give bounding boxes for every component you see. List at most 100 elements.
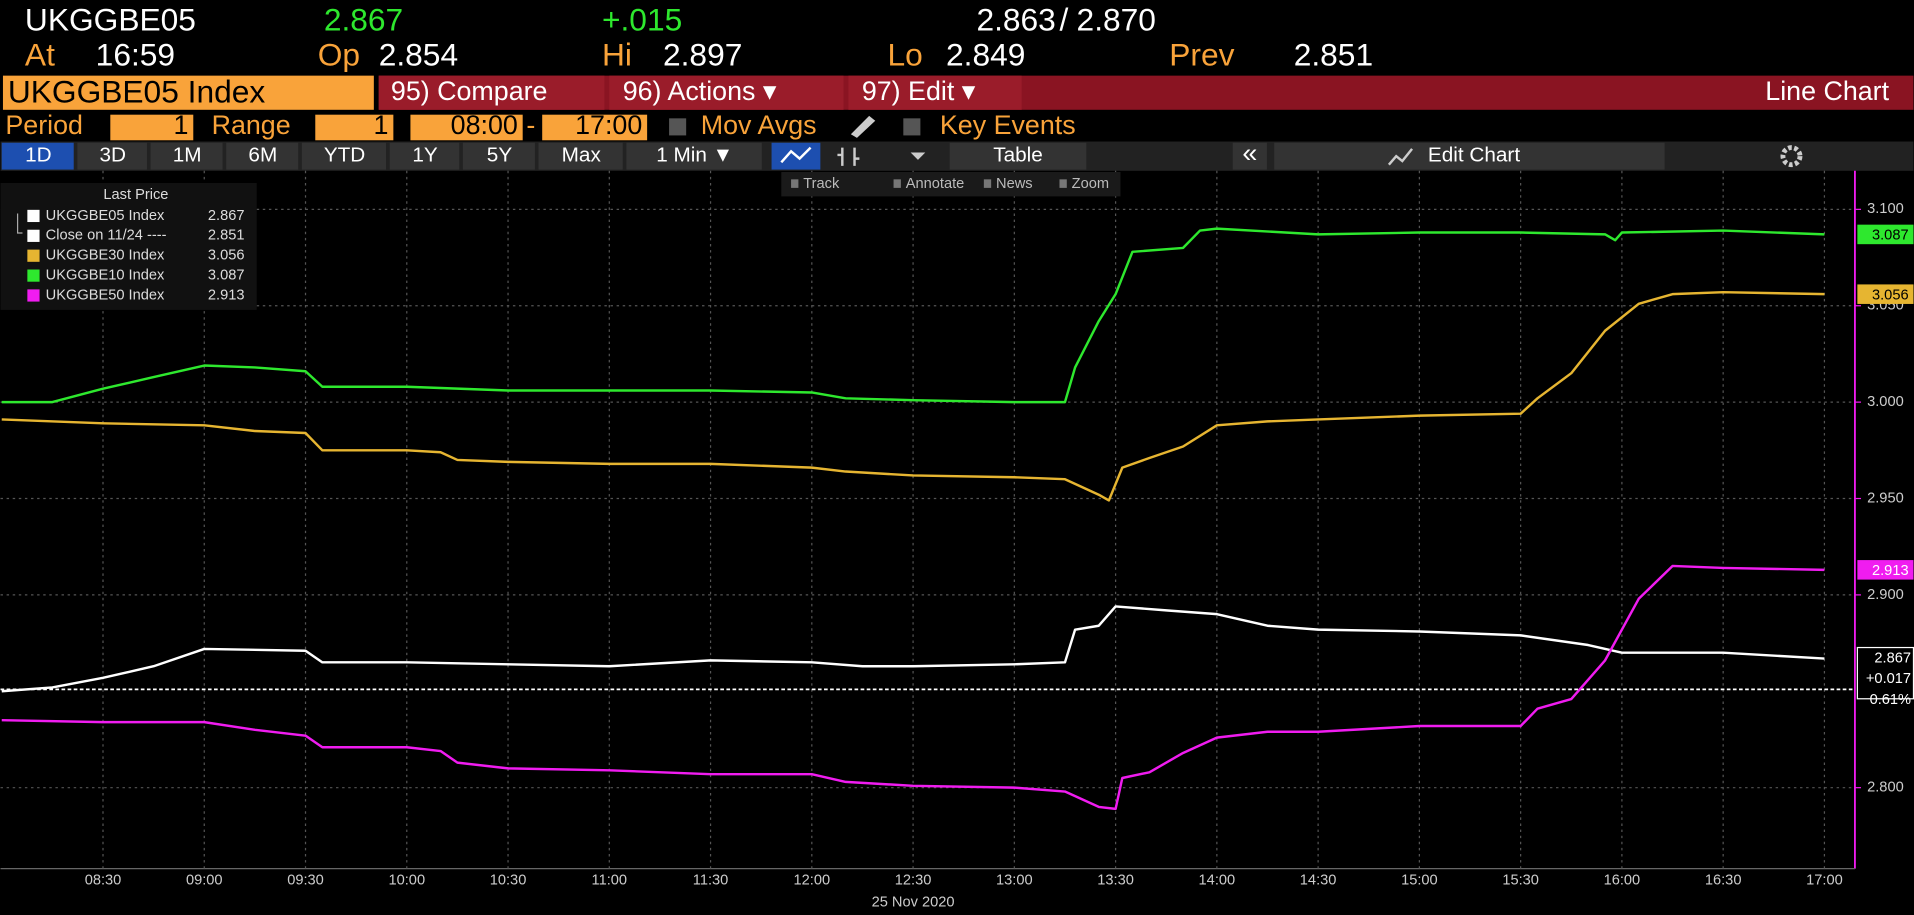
tab[interactable]	[1, 142, 74, 170]
legend-value: 2.851	[208, 228, 245, 244]
tabs: 1D 3D 1M 6M YTD 1Y 5Y Max 1 Min ▼	[1, 142, 762, 170]
legend-label: UKGGBE10 Index	[46, 267, 165, 283]
edit-chart-button[interactable]	[1274, 142, 1665, 170]
line-icon	[780, 146, 812, 164]
ticker: UKGGBE05	[25, 1, 196, 37]
last: 2.867	[324, 1, 403, 37]
chart-tools: Track Annotate News Zoom	[781, 172, 1121, 197]
legend-label: UKGGBE30 Index	[46, 248, 165, 264]
tool-icon[interactable]	[1059, 179, 1067, 188]
series-line	[1, 290, 1825, 502]
tool-icon[interactable]	[791, 179, 799, 188]
y-tick-label: 3.000	[1867, 394, 1904, 410]
compare: 95) Compare	[391, 76, 548, 106]
bid: 2.863	[976, 1, 1055, 37]
x-tick-label: 09:00	[186, 873, 223, 889]
mov-avgs-checkbox[interactable]	[669, 118, 687, 136]
series-line	[1, 564, 1825, 811]
y-tick-label: 2.950	[1867, 490, 1904, 506]
x-tick-label: 17:00	[1806, 873, 1843, 889]
table-button[interactable]	[949, 142, 1087, 170]
tab[interactable]	[301, 142, 387, 170]
last-value-label: 2.867	[1874, 650, 1911, 666]
period-box[interactable]	[110, 114, 194, 141]
legend-value: 2.867	[208, 208, 245, 224]
tab-label: 6M	[248, 144, 277, 167]
tool-label[interactable]: Track	[803, 176, 840, 192]
tab[interactable]	[389, 142, 460, 170]
x-tick-label: 11:30	[693, 873, 729, 889]
slash: /	[1059, 1, 1068, 37]
tab[interactable]	[462, 142, 535, 170]
prev: 2.851	[1294, 37, 1373, 73]
legend-box	[0, 183, 257, 310]
last-value-box	[1857, 560, 1914, 580]
tab[interactable]	[626, 142, 762, 170]
start: 08:00	[451, 110, 518, 140]
actions-button[interactable]	[609, 75, 844, 110]
legend-swatch	[27, 229, 40, 242]
ask: 2.870	[1077, 1, 1156, 37]
tab[interactable]	[538, 142, 623, 170]
edit: 97) Edit ▾	[862, 76, 976, 106]
security: UKGGBE05 Index	[8, 73, 266, 109]
low: 2.849	[946, 37, 1025, 73]
edit-button[interactable]	[848, 75, 1022, 110]
start-box[interactable]	[410, 114, 523, 141]
high: 2.897	[663, 37, 742, 73]
tool-icon[interactable]	[893, 179, 901, 188]
x-tick-label: 16:00	[1604, 873, 1641, 889]
edit-chart-icon	[1387, 148, 1414, 166]
series-line	[1, 605, 1825, 693]
collapse-button[interactable]	[1232, 142, 1267, 170]
dropdown-icon[interactable]	[910, 152, 926, 160]
tool-label[interactable]: Zoom	[1072, 176, 1109, 192]
key-events-checkbox[interactable]	[903, 118, 921, 136]
security-box[interactable]	[2, 75, 374, 110]
period: 1	[173, 110, 188, 140]
edit-chart: Edit Chart	[1428, 144, 1520, 167]
period-label: Period	[5, 110, 83, 140]
range: 1	[374, 110, 389, 140]
legend-swatch	[27, 289, 40, 302]
x-tick-label: 12:00	[794, 873, 831, 889]
tool-label[interactable]: Annotate	[906, 176, 965, 192]
x-tick-label: 14:30	[1300, 873, 1337, 889]
pencil-icon[interactable]	[850, 115, 876, 138]
prev-label: Prev	[1169, 37, 1234, 73]
y-tick-label: 3.100	[1867, 201, 1904, 217]
tool-label[interactable]: News	[996, 176, 1033, 192]
legend-bracket	[16, 213, 23, 234]
tool-icon[interactable]	[983, 179, 992, 188]
compare-button[interactable]	[378, 75, 605, 110]
tab[interactable]	[150, 142, 223, 170]
gear-icon[interactable]	[1780, 145, 1803, 168]
legend-swatch	[27, 209, 40, 223]
bar-icon[interactable]	[837, 147, 860, 166]
open-label: Op	[318, 37, 360, 73]
x-tick-label: 10:30	[490, 873, 527, 889]
x-axis-label: 25 Nov 2020	[872, 895, 955, 911]
tab-label: Max	[562, 144, 602, 167]
x-tick-label: 09:30	[287, 873, 324, 889]
legend-value: 3.087	[208, 267, 245, 283]
tab-label: 1M	[173, 144, 202, 167]
dash: -	[526, 110, 535, 140]
series-line	[1, 227, 1825, 404]
collapse: «	[1242, 138, 1257, 168]
last-value-box	[1857, 284, 1914, 304]
legend-label: Close on 11/24 ----	[46, 228, 167, 244]
tab[interactable]	[226, 142, 299, 170]
x-tick-label: 16:30	[1705, 873, 1742, 889]
x-tick-label: 15:30	[1502, 873, 1539, 889]
legend-value: 3.056	[208, 248, 245, 264]
last-value-label: 3.087	[1872, 228, 1909, 244]
range-box[interactable]	[315, 114, 394, 141]
tab-label: 5Y	[487, 144, 513, 167]
end-box[interactable]	[542, 114, 648, 141]
tab[interactable]	[77, 142, 147, 170]
chart-type: Line Chart	[1765, 76, 1889, 106]
x-tick-label: 14:00	[1199, 873, 1236, 889]
change-pct-label: 0.61%	[1870, 692, 1911, 708]
